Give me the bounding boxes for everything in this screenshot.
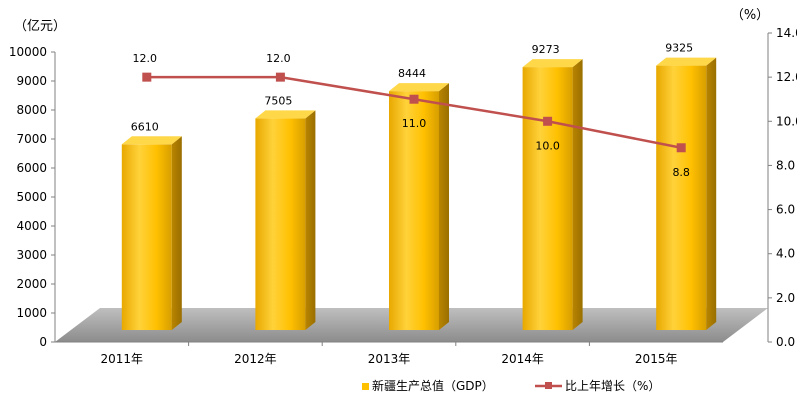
bar-data-labels: 6610 7505 8444 9273 9325	[131, 42, 693, 134]
right-tick-label: 12.0	[776, 70, 797, 84]
line-series	[142, 72, 686, 153]
left-tick-label: 9000	[16, 74, 47, 88]
left-tick-label: 3000	[16, 248, 47, 262]
bar-data-label: 7505	[264, 94, 292, 107]
left-tick-label: 0	[39, 335, 47, 349]
line-point	[409, 94, 419, 104]
x-tick-label: 2015年	[635, 352, 678, 366]
line-data-label: 10.0	[535, 139, 560, 152]
line-data-label: 12.0	[266, 52, 291, 65]
legend-bar-swatch	[362, 383, 369, 390]
line-point	[543, 116, 553, 126]
line-point	[142, 72, 152, 82]
line-data-labels: 12.0 12.0 11.0 10.0 8.8	[133, 52, 690, 179]
left-tick-label: 7000	[16, 132, 47, 146]
line-data-label: 8.8	[672, 166, 690, 179]
left-tick-label: 10000	[9, 45, 47, 59]
bar	[656, 57, 717, 330]
right-tick-label: 8.0	[776, 158, 795, 172]
right-axis-unit: （%）	[731, 8, 769, 23]
legend-line-marker	[545, 382, 552, 389]
right-tick-label: 10.0	[776, 114, 797, 128]
bar-series	[121, 57, 717, 331]
right-tick-label: 4.0	[776, 247, 795, 261]
right-axis-ticks: 0.0 2.0 4.0 6.0 8.0 10.0 12.0 14.0	[768, 26, 797, 349]
left-axis-unit: （亿元）	[14, 19, 66, 34]
x-tick-label: 2011年	[101, 352, 144, 366]
left-tick-label: 2000	[16, 277, 47, 291]
bar	[255, 110, 316, 330]
left-tick-label: 8000	[16, 103, 47, 117]
line-data-label: 11.0	[402, 117, 427, 130]
x-tick-label: 2014年	[501, 352, 544, 366]
left-tick-label: 4000	[16, 219, 47, 233]
left-tick-label: 6000	[16, 161, 47, 175]
line-data-label: 12.0	[133, 52, 158, 65]
line-point	[275, 72, 285, 82]
bar	[389, 83, 449, 331]
x-tick-label: 2012年	[234, 352, 277, 366]
bar-data-label: 9273	[532, 43, 560, 56]
right-tick-label: 2.0	[776, 291, 795, 305]
bar	[522, 59, 583, 330]
bar-data-label: 8444	[398, 67, 426, 80]
line-point	[676, 143, 686, 153]
right-tick-label: 6.0	[776, 203, 795, 217]
left-axis-ticks: 0 1000 2000 3000 4000 5000 6000 7000 8000 9000 100…	[9, 45, 55, 349]
legend-line-label: 比上年增长（%）	[565, 379, 660, 393]
legend-bar-label: 新疆生产总值（GDP）	[372, 378, 494, 393]
bar-data-label: 9325	[665, 42, 693, 55]
right-tick-label: 14.0	[776, 26, 797, 40]
left-tick-label: 5000	[16, 190, 47, 204]
left-tick-label: 1000	[16, 306, 47, 320]
x-tick-label: 2013年	[368, 352, 411, 366]
legend: 新疆生产总值（GDP） 比上年增长（%）	[362, 378, 660, 393]
right-tick-label: 0.0	[776, 335, 795, 349]
x-axis-ticks: 2011年 2012年 2013年 2014年 2015年	[101, 342, 678, 366]
bar-data-label: 6610	[131, 120, 159, 133]
bar	[121, 136, 182, 330]
